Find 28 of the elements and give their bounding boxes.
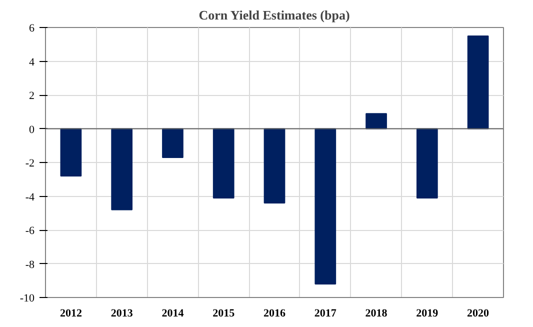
bar [60, 128, 82, 176]
chart-title: Corn Yield Estimates (bpa) [198, 8, 350, 22]
y-tick-label: 4 [29, 56, 35, 68]
x-tick-label: 2012 [60, 308, 82, 320]
bar [111, 128, 133, 210]
y-tick-label: 2 [29, 90, 34, 102]
x-tick-label: 2020 [467, 308, 490, 320]
x-tick-label: 2015 [212, 308, 236, 320]
y-tick-label: -10 [20, 292, 35, 304]
y-tick-label: -2 [25, 158, 35, 170]
bar [314, 128, 336, 284]
x-tick-label: 2014 [162, 308, 184, 320]
bar [212, 128, 234, 198]
bar [162, 128, 184, 158]
y-tick-label: -8 [25, 258, 35, 271]
bar [366, 113, 387, 130]
x-tick-label: 2019 [416, 308, 439, 320]
bar [264, 128, 286, 204]
y-tick-label: 0 [29, 124, 35, 136]
x-tick-label: 2017 [314, 308, 337, 320]
bar [416, 128, 438, 198]
x-tick-label: 2018 [365, 308, 388, 320]
x-tick-label: 2016 [264, 308, 286, 320]
y-tick-label: 6 [29, 22, 35, 34]
bar [467, 35, 489, 130]
y-tick-label: -6 [25, 225, 35, 237]
y-tick-label: -4 [25, 191, 35, 204]
x-tick-label: 2013 [110, 308, 134, 320]
